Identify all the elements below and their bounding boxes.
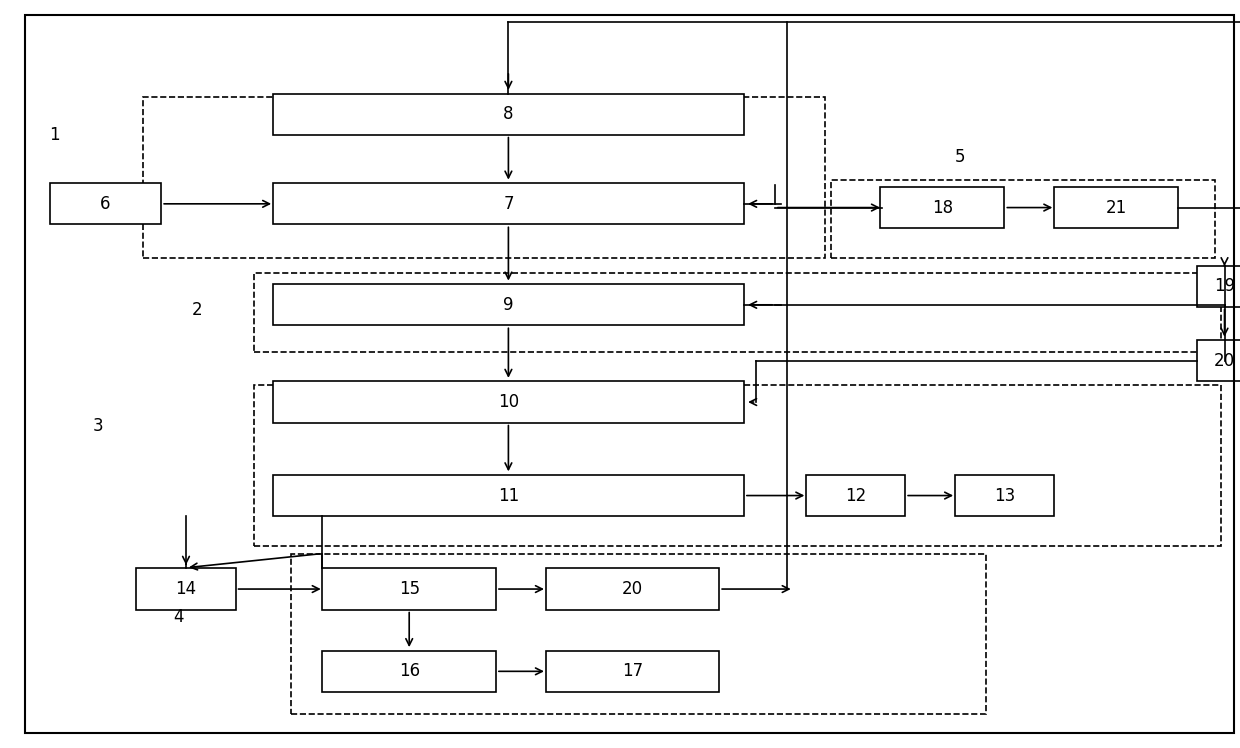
Text: 4: 4 <box>174 608 184 626</box>
Text: 3: 3 <box>93 417 104 435</box>
FancyBboxPatch shape <box>273 381 744 423</box>
FancyBboxPatch shape <box>50 183 161 224</box>
FancyBboxPatch shape <box>880 187 1004 228</box>
FancyBboxPatch shape <box>322 568 496 610</box>
FancyBboxPatch shape <box>1197 340 1240 381</box>
Text: 20: 20 <box>621 580 644 598</box>
FancyBboxPatch shape <box>1054 187 1178 228</box>
Text: 12: 12 <box>844 486 867 505</box>
Text: 20: 20 <box>1214 352 1235 370</box>
Text: 9: 9 <box>503 295 513 314</box>
Text: 18: 18 <box>931 198 954 217</box>
Text: 2: 2 <box>192 301 203 319</box>
FancyBboxPatch shape <box>806 475 905 516</box>
FancyBboxPatch shape <box>273 475 744 516</box>
Text: 5: 5 <box>955 148 965 166</box>
Text: 16: 16 <box>398 662 420 681</box>
Text: 8: 8 <box>503 105 513 123</box>
Text: 10: 10 <box>497 393 520 411</box>
Text: 19: 19 <box>1214 277 1235 295</box>
Text: 17: 17 <box>621 662 644 681</box>
FancyBboxPatch shape <box>955 475 1054 516</box>
FancyBboxPatch shape <box>273 284 744 325</box>
Text: 13: 13 <box>993 486 1016 505</box>
FancyBboxPatch shape <box>273 94 744 135</box>
FancyBboxPatch shape <box>322 651 496 692</box>
Text: 1: 1 <box>50 126 61 144</box>
Text: 7: 7 <box>503 194 513 213</box>
Text: 21: 21 <box>1105 198 1127 217</box>
Text: 11: 11 <box>497 486 520 505</box>
Text: 15: 15 <box>398 580 420 598</box>
FancyBboxPatch shape <box>273 183 744 224</box>
FancyBboxPatch shape <box>136 568 236 610</box>
FancyBboxPatch shape <box>546 568 719 610</box>
FancyBboxPatch shape <box>546 651 719 692</box>
Text: 14: 14 <box>175 580 197 598</box>
Text: 6: 6 <box>100 194 110 213</box>
FancyBboxPatch shape <box>1197 266 1240 307</box>
